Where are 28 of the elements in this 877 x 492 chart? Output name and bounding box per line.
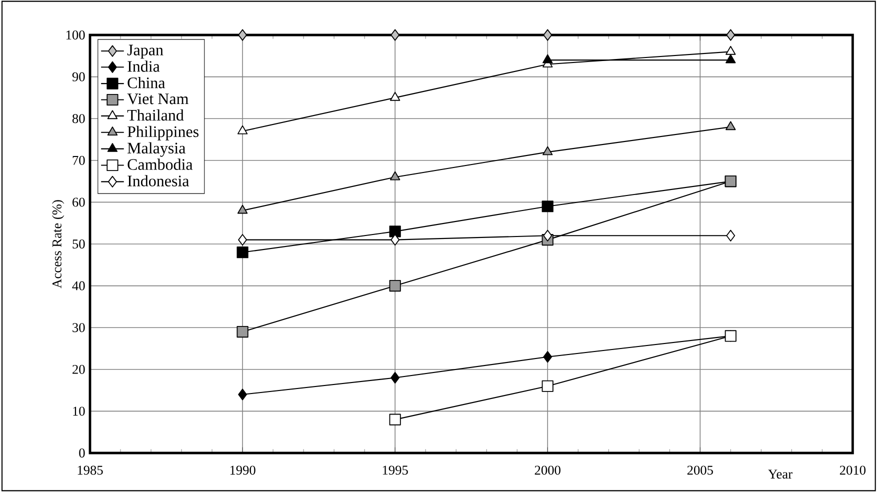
- x-tick-label: 2000: [534, 466, 560, 475]
- x-axis-title: Year: [768, 470, 792, 479]
- y-tick-label: 10: [73, 406, 85, 416]
- legend-label: Indonesia: [128, 175, 190, 186]
- legend-label: Thailand: [127, 109, 184, 121]
- legend-label: Viet Nam: [127, 93, 188, 104]
- legend-label: Cambodia: [128, 158, 193, 170]
- y-tick-label: 0: [79, 448, 85, 458]
- legend-label: Malaysia: [128, 142, 186, 157]
- y-tick-label: 30: [72, 323, 85, 332]
- x-tick-label: 2005: [687, 466, 713, 475]
- y-tick-label: 90: [72, 72, 85, 82]
- y-tick-label: 20: [72, 364, 85, 374]
- x-tick-label: 1985: [78, 466, 103, 475]
- y-tick-label: 50: [72, 240, 85, 248]
- y-tick-label: 100: [66, 30, 85, 40]
- y-tick-label: 40: [72, 281, 85, 290]
- legend-label: China: [128, 77, 166, 88]
- x-tick-label: 2010: [840, 466, 866, 475]
- x-tick-label: 1995: [382, 466, 408, 475]
- x-tick-label: 1990: [230, 466, 256, 475]
- y-axis-title: Access Rate (%): [52, 200, 64, 288]
- y-tick-label: 70: [72, 156, 85, 165]
- y-tick-label: 80: [72, 114, 85, 124]
- legend-label: Japan: [127, 44, 164, 59]
- y-tick-label: 60: [72, 198, 85, 207]
- legend-label: India: [128, 60, 160, 72]
- legend-label: Philippines: [128, 126, 198, 140]
